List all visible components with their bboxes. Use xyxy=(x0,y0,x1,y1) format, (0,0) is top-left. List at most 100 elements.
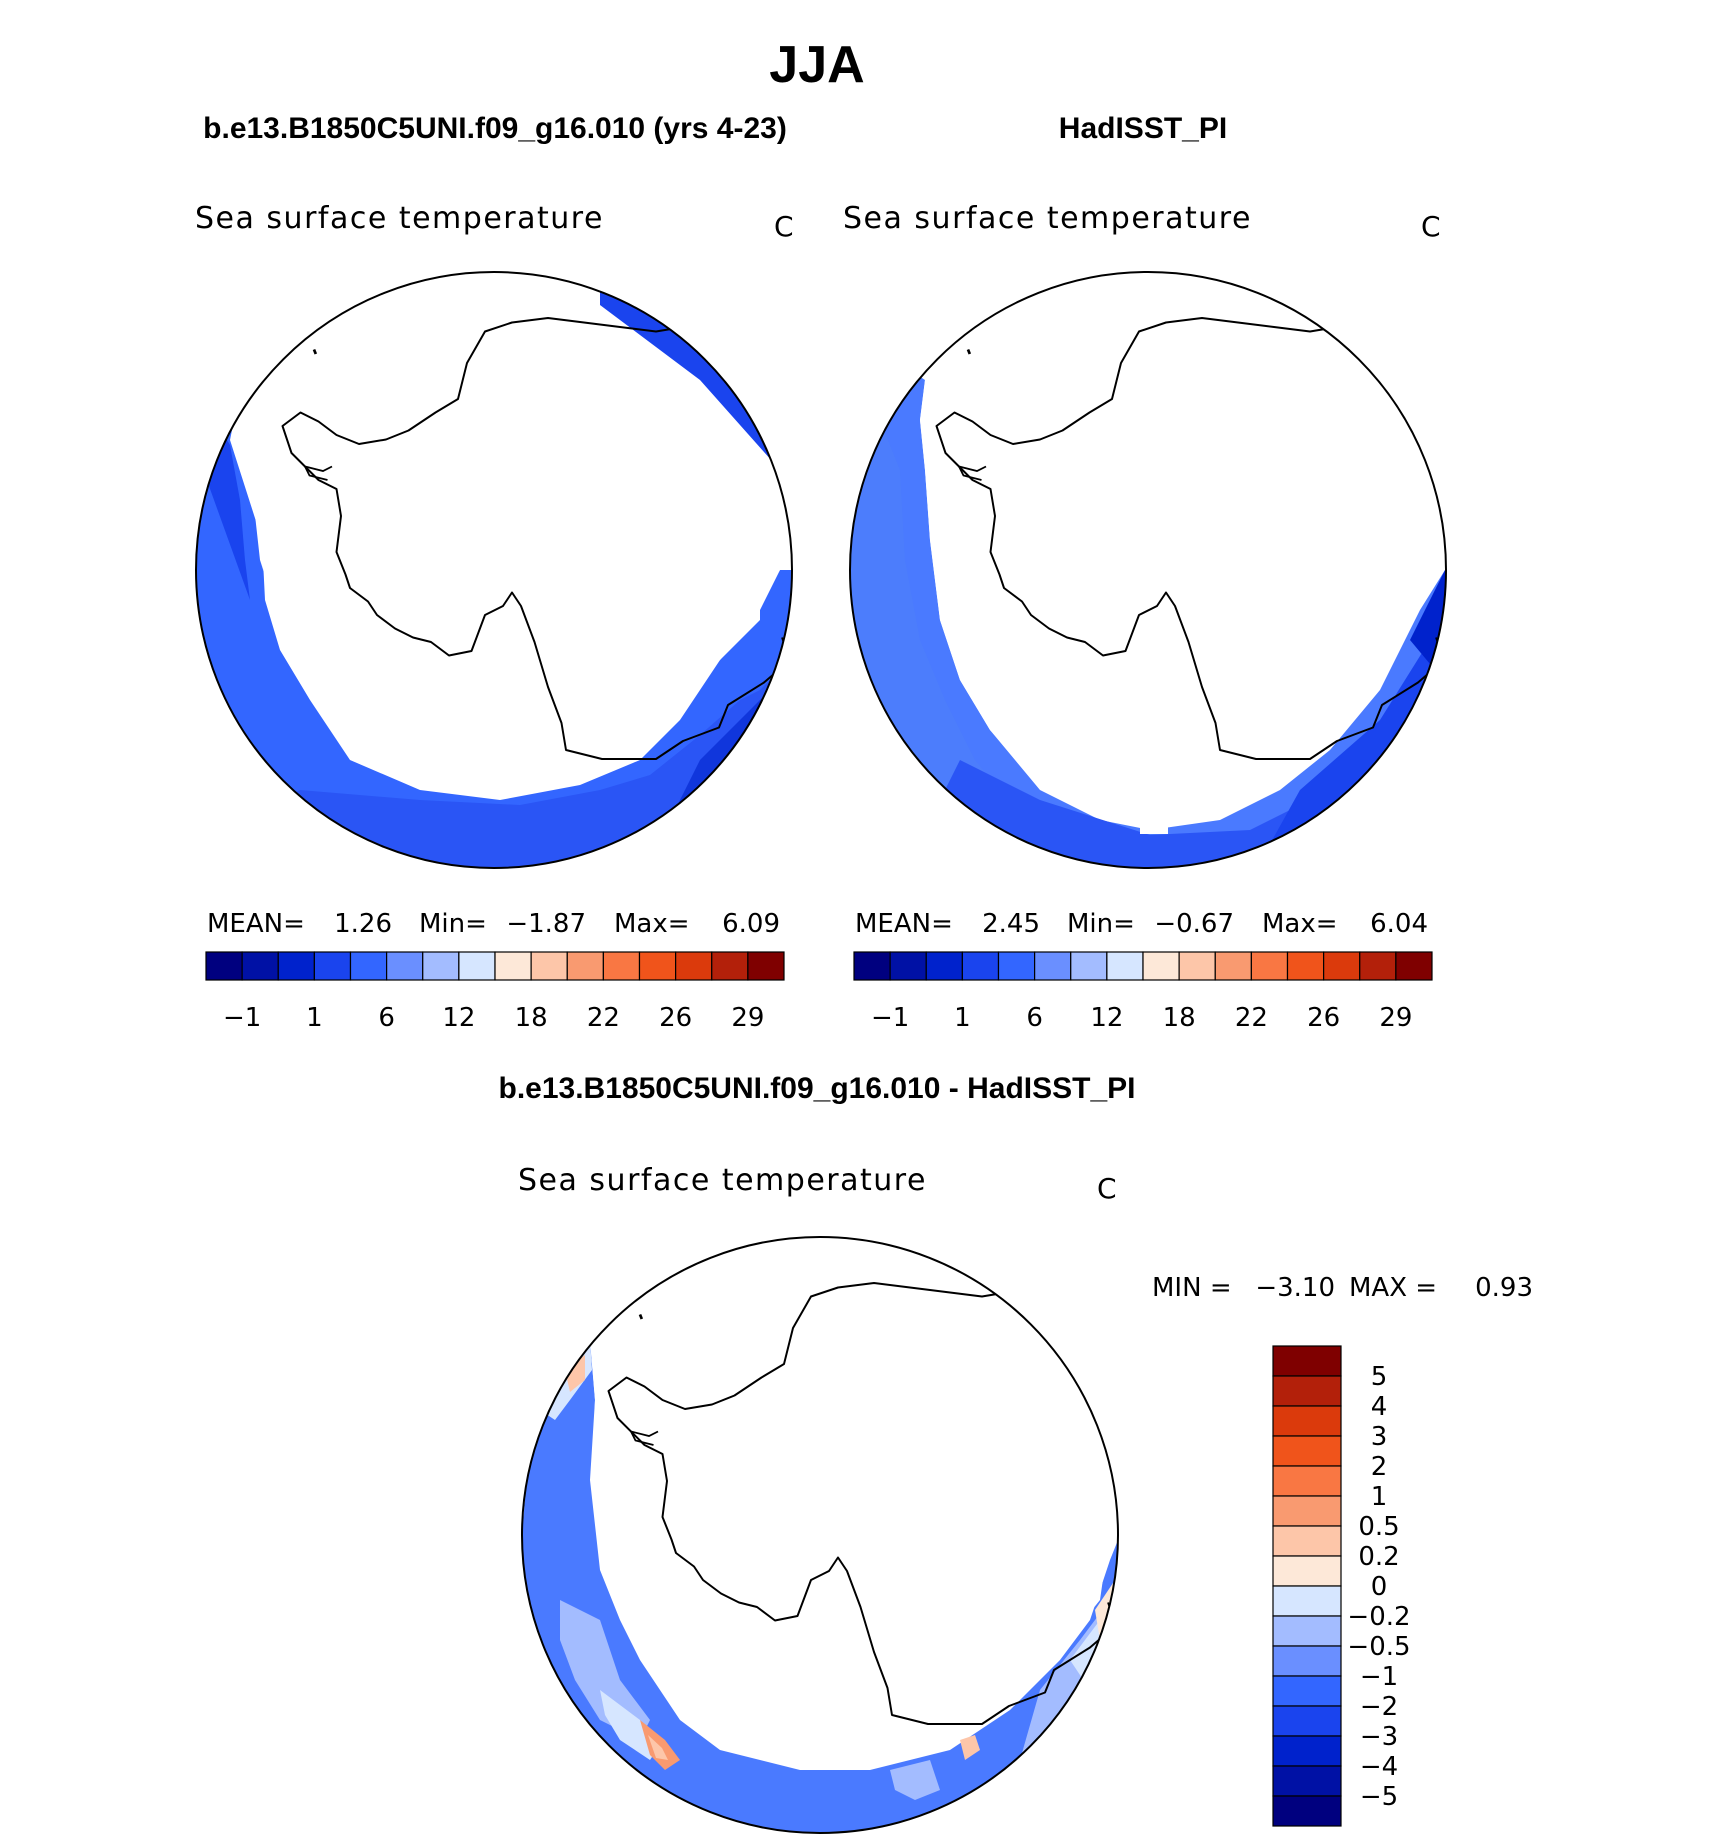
colorbar-swatch xyxy=(1178,951,1216,981)
colorbar-swatch xyxy=(1034,951,1072,981)
colorbar-swatch xyxy=(349,951,388,981)
colorbar-swatch xyxy=(925,951,963,981)
colorbar-swatch xyxy=(1272,1375,1342,1407)
colorbar-tick-labels: −1 1 6 12 18 22 26 29 xyxy=(871,1003,1412,1033)
colorbar-swatch xyxy=(602,951,641,981)
colorbar-tick-label: 26 xyxy=(1307,1003,1340,1033)
colorbar-swatch xyxy=(1272,1495,1342,1527)
diff-title: b.e13.B1850C5UNI.f09_g16.010 - HadISST_P… xyxy=(499,1072,1136,1105)
colorbar-swatch xyxy=(1272,1465,1342,1497)
colorbar-tick-label: 12 xyxy=(442,1003,475,1033)
min-value: −3.10 xyxy=(1255,1273,1335,1303)
colorbar-swatch xyxy=(1272,1675,1342,1707)
colorbar-swatch xyxy=(1323,951,1361,981)
colorbar-tick-label: 22 xyxy=(587,1003,620,1033)
colorbar-tick-label: 26 xyxy=(659,1003,692,1033)
panel-units-label: C xyxy=(1097,1172,1117,1205)
colorbar-swatch xyxy=(853,951,891,981)
colorbar-swatch xyxy=(638,951,677,981)
polar-map xyxy=(849,271,1447,869)
colorbar-tick-label: 5 xyxy=(1371,1362,1388,1392)
colorbar-swatch xyxy=(1359,951,1397,981)
colorbar-swatch xyxy=(1286,951,1325,981)
colorbar-tick-label: 18 xyxy=(1163,1003,1196,1033)
colorbar-tick-label: −0.5 xyxy=(1347,1632,1410,1662)
colorbar-swatch xyxy=(1272,1795,1342,1827)
panel-stats: MEAN= 1.26 Min= −1.87 Max= 6.09 xyxy=(207,909,780,939)
panel-variable-label: Sea surface temperature xyxy=(843,201,1252,236)
colorbar-swatch xyxy=(277,951,315,981)
min-value: −0.67 xyxy=(1154,909,1234,939)
colorbar-tick-label: 22 xyxy=(1235,1003,1268,1033)
colorbar-swatch xyxy=(747,951,785,981)
panel-variable-label: Sea surface temperature xyxy=(518,1163,927,1198)
colorbar-tick-label: 4 xyxy=(1371,1392,1388,1422)
panel-stats: MEAN= 2.45 Min= −0.67 Max= 6.04 xyxy=(855,909,1428,939)
max-value: 6.09 xyxy=(722,909,780,939)
colorbar-tick-label: −1 xyxy=(1360,1662,1398,1692)
colorbar-tick-label: 3 xyxy=(1371,1422,1388,1452)
colorbar-swatch xyxy=(1272,1525,1342,1557)
colorbar-swatch xyxy=(1272,1555,1342,1587)
panel-difference: b.e13.B1850C5UNI.f09_g16.010 - HadISST_P… xyxy=(499,1072,1533,1834)
colorbar-swatch xyxy=(313,951,352,981)
colorbar-tick-label: 1 xyxy=(1371,1482,1388,1512)
colorbar-tick-label: 18 xyxy=(515,1003,548,1033)
max-label: Max= xyxy=(1262,909,1338,939)
colorbar-swatch xyxy=(675,951,713,981)
colorbar-swatch xyxy=(1272,1645,1342,1677)
mean-label: MEAN= xyxy=(207,909,305,939)
colorbar-swatch xyxy=(1395,951,1433,981)
colorbar-tick-label: 29 xyxy=(731,1003,764,1033)
colorbar xyxy=(1272,1345,1342,1827)
colorbar-swatch xyxy=(1272,1345,1342,1377)
colorbar-tick-label: 0.2 xyxy=(1358,1542,1399,1572)
colorbar-swatch xyxy=(386,951,424,981)
colorbar-tick-label: −4 xyxy=(1360,1752,1398,1782)
min-value: −1.87 xyxy=(506,909,586,939)
colorbar-tick-label: 12 xyxy=(1090,1003,1123,1033)
sst-field-right xyxy=(850,370,1446,868)
colorbar-swatch xyxy=(1272,1585,1342,1617)
max-label: Max= xyxy=(614,909,690,939)
max-value: 6.04 xyxy=(1370,909,1428,939)
colorbar-swatch xyxy=(1272,1765,1342,1797)
colorbar-tick-label: 29 xyxy=(1379,1003,1412,1033)
polar-map xyxy=(521,1236,1119,1834)
colorbar-swatch xyxy=(422,951,460,981)
colorbar-swatch xyxy=(458,951,496,981)
colorbar-tick-label: −1 xyxy=(871,1003,909,1033)
panel-units-label: C xyxy=(1421,210,1441,243)
min-label: MIN = xyxy=(1152,1273,1232,1303)
colorbar-tick-label: −0.2 xyxy=(1347,1602,1410,1632)
panel-variable-label: Sea surface temperature xyxy=(195,201,604,236)
colorbar-swatch xyxy=(205,951,243,981)
colorbar xyxy=(853,951,1433,981)
colorbar-swatch xyxy=(1272,1735,1342,1767)
colorbar-swatch xyxy=(997,951,1036,981)
colorbar-swatch xyxy=(1142,951,1180,981)
colorbar-swatch xyxy=(530,951,568,981)
figure-title: JJA xyxy=(769,36,864,94)
panel-obs: HadISST_PI Sea surface temperature C MEA… xyxy=(843,112,1447,1033)
colorbar-swatch xyxy=(494,951,532,981)
colorbar-swatch xyxy=(889,951,927,981)
colorbar-tick-label: −1 xyxy=(223,1003,261,1033)
colorbar-tick-label: 6 xyxy=(1026,1003,1043,1033)
panel-case-title: b.e13.B1850C5UNI.f09_g16.010 (yrs 4-23) xyxy=(203,112,787,145)
colorbar-tick-label: 0 xyxy=(1371,1572,1388,1602)
colorbar-swatch xyxy=(1272,1705,1342,1737)
panel-units-label: C xyxy=(774,210,794,243)
polar-map xyxy=(195,271,793,869)
colorbar-swatch xyxy=(1250,951,1289,981)
min-label: Min= xyxy=(419,909,487,939)
mean-value: 1.26 xyxy=(334,909,392,939)
max-label: MAX = xyxy=(1349,1273,1437,1303)
panel-case-title: HadISST_PI xyxy=(1059,112,1227,145)
max-value: 0.93 xyxy=(1475,1273,1533,1303)
sst-diff-field xyxy=(522,1340,1118,1833)
diff-stats: MIN = −3.10 MAX = 0.93 xyxy=(1152,1273,1533,1303)
colorbar-swatch xyxy=(1272,1405,1342,1437)
colorbar-swatch xyxy=(711,951,749,981)
